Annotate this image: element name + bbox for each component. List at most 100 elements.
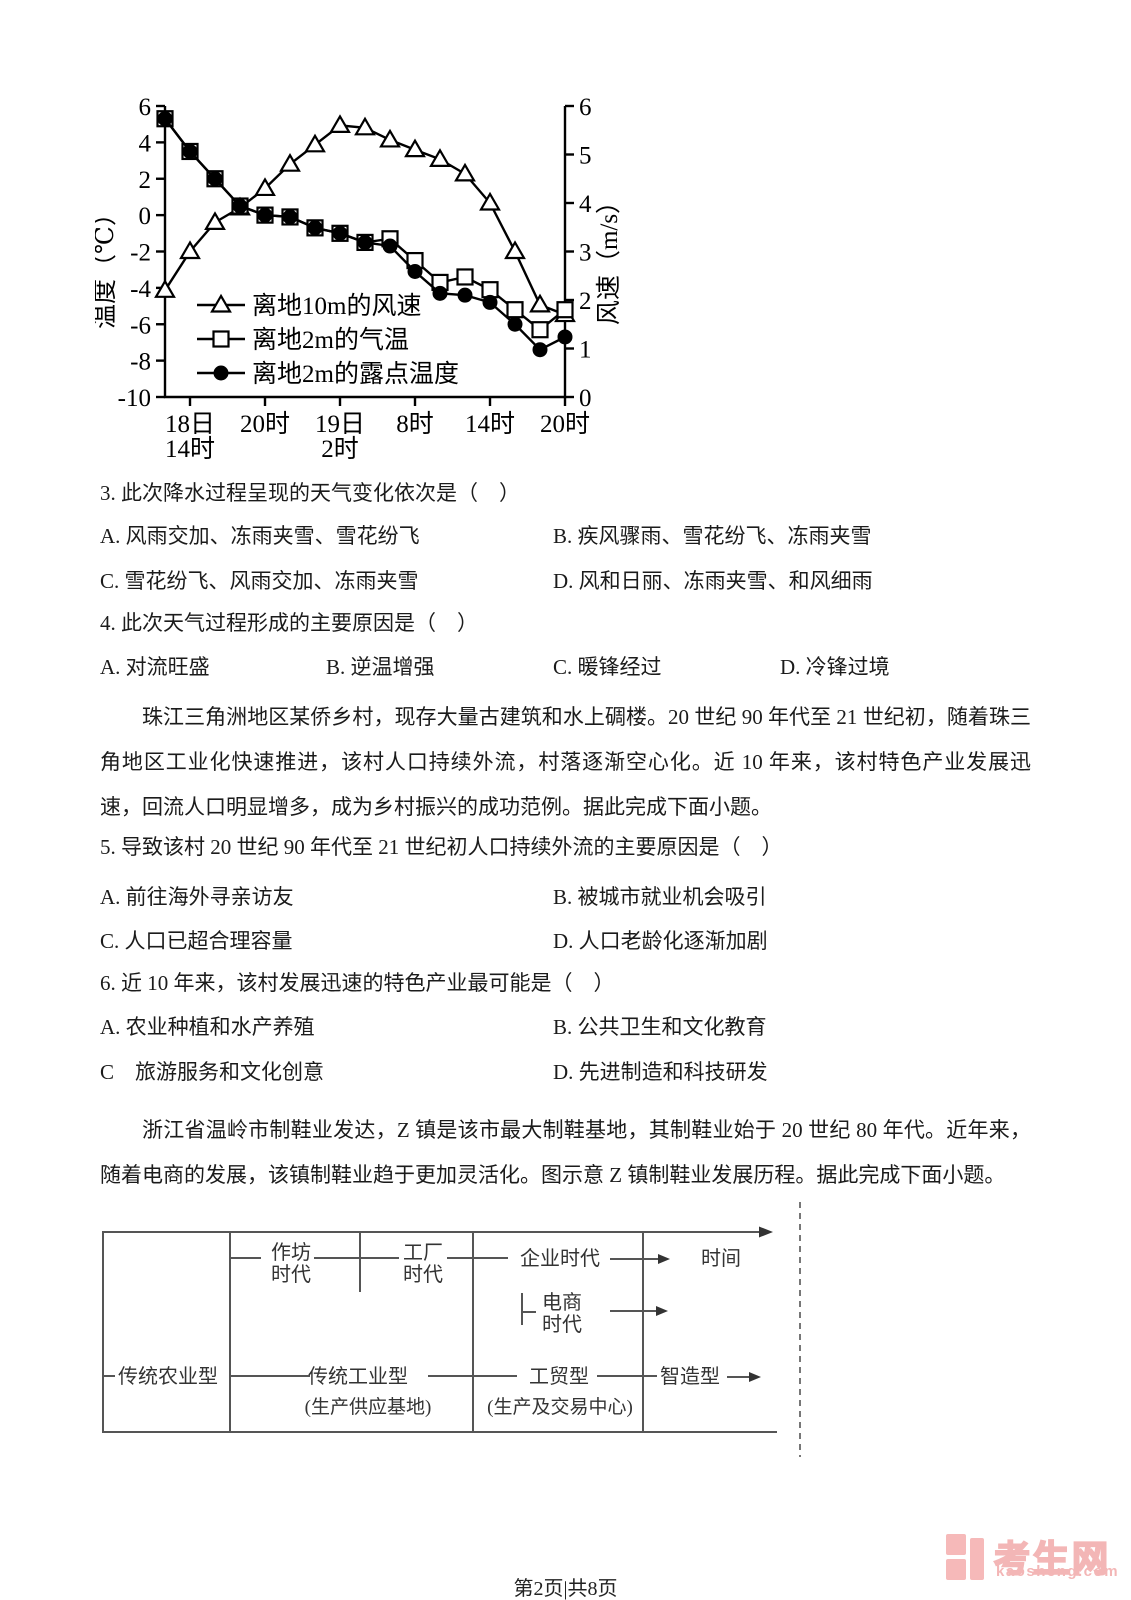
- question-6-options-row-1: A. 农业种植和水产养殖 B. 公共卫生和文化教育: [100, 1014, 1060, 1041]
- stage-traditional-industry-sub: (生产供应基地): [305, 1396, 432, 1418]
- time-label: 时间: [701, 1247, 741, 1270]
- question-3-options-row-2: C. 雪花纷飞、风雨交加、冻雨夹雪 D. 风和日丽、冻雨夹雪、和风细雨: [100, 568, 1060, 595]
- circle-marker-icon: [213, 365, 229, 381]
- triangle-marker-icon: [204, 211, 226, 230]
- option-3a: A. 风雨交加、冻雨夹雪、雪花纷飞: [100, 524, 420, 548]
- era-factory-line2: 时代: [403, 1263, 443, 1286]
- right-tick-label: 4: [579, 191, 592, 218]
- left-tick-label: 0: [139, 203, 152, 230]
- right-tick-label: 6: [579, 94, 592, 121]
- question-4-stem: 4. 此次天气过程形成的主要原因是（ ）: [100, 611, 478, 635]
- circle-marker-icon: [357, 234, 373, 250]
- stage-traditional-agriculture: 传统农业型: [118, 1365, 218, 1388]
- watermark-domain: kaosheng.com: [996, 1563, 1120, 1580]
- circle-marker-icon: [457, 287, 473, 303]
- triangle-marker-icon: [479, 191, 501, 211]
- triangle-marker-icon: [454, 162, 476, 182]
- circle-marker-icon: [432, 285, 448, 301]
- option-5d: D. 人口老龄化逐渐加剧: [553, 929, 768, 953]
- x-tick-label: 14时: [465, 410, 515, 438]
- triangle-marker-icon: [354, 116, 376, 136]
- timeline-arrow-icon: [759, 1226, 773, 1238]
- option-4b: B. 逆温增强: [326, 655, 435, 679]
- x-tick-label: 20时: [240, 410, 290, 438]
- circle-marker-icon: [182, 143, 198, 159]
- right-tick-label: 2: [579, 288, 592, 315]
- left-tick-label: -4: [130, 276, 151, 303]
- option-5a: A. 前往海外寻亲访友: [100, 885, 294, 909]
- option-6a: A. 农业种植和水产养殖: [100, 1015, 315, 1039]
- era-ecommerce-line1: 电商: [542, 1291, 582, 1314]
- triangle-marker-icon: [504, 240, 526, 260]
- question-6-options-row-2: C 旅游服务和文化创意 D. 先进制造和科技研发: [100, 1059, 1060, 1086]
- square-marker-icon: [212, 330, 230, 348]
- left-tick-label: -10: [118, 385, 151, 412]
- triangle-marker-icon: [429, 148, 451, 167]
- circle-marker-icon: [557, 329, 573, 345]
- circle-marker-icon: [282, 209, 298, 225]
- right-tick-label: 5: [579, 143, 592, 170]
- option-6c: C 旅游服务和文化创意: [100, 1060, 325, 1084]
- option-3d: D. 风和日丽、冻雨夹雪、和风细雨: [553, 569, 873, 593]
- left-axis-title: 温度（℃）: [95, 201, 119, 329]
- option-4c: C. 暖锋经过: [553, 655, 662, 679]
- right-tick-label: 1: [579, 337, 592, 364]
- era-workshop-line2: 时代: [271, 1263, 311, 1286]
- left-tick-label: 4: [139, 130, 152, 157]
- question-5-options-row-2: C. 人口已超合理容量 D. 人口老龄化逐渐加剧: [100, 928, 1060, 955]
- right-tick-label: 0: [579, 385, 592, 412]
- square-marker-icon: [506, 301, 524, 319]
- circle-marker-icon: [407, 264, 423, 280]
- option-3c: C. 雪花纷飞、风雨交加、冻雨夹雪: [100, 569, 419, 593]
- triangle-marker-icon: [304, 133, 326, 153]
- triangle-marker-icon: [379, 128, 401, 148]
- triangle-marker-icon: [279, 153, 301, 172]
- circle-marker-icon: [332, 225, 348, 241]
- enterprise-arrow-icon: [658, 1254, 670, 1264]
- kaosheng-logo-icon: [946, 1534, 986, 1582]
- option-6d: D. 先进制造和科技研发: [553, 1060, 768, 1084]
- left-tick-label: -8: [130, 349, 151, 376]
- triangle-marker-icon: [210, 293, 232, 313]
- triangle-marker-icon: [529, 293, 551, 313]
- smart-arrow-icon: [749, 1372, 761, 1382]
- page-number: 第2页|共8页: [513, 1578, 618, 1600]
- circle-marker-icon: [157, 111, 173, 127]
- legend-label: 离地10m的风速: [252, 292, 421, 320]
- triangle-marker-icon: [254, 177, 276, 197]
- square-marker-icon: [456, 268, 474, 286]
- passage-wenling-shoes: 浙江省温岭市制鞋业发达，Z 镇是该市最大制鞋基地，其制鞋业始于 20 世纪 80…: [100, 1118, 1031, 1187]
- triangle-marker-icon: [404, 138, 426, 158]
- left-tick-label: -2: [130, 240, 151, 267]
- legend-label: 离地2m的露点温度: [252, 360, 459, 388]
- stage-industry-trade-sub: (生产及交易中心): [487, 1396, 633, 1418]
- option-5b: B. 被城市就业机会吸引: [553, 885, 767, 909]
- era-ecommerce-line2: 时代: [542, 1313, 582, 1336]
- ecommerce-arrow-icon: [656, 1306, 668, 1316]
- option-5c: C. 人口已超合理容量: [100, 929, 293, 953]
- option-6b: B. 公共卫生和文化教育: [553, 1015, 767, 1039]
- circle-marker-icon: [207, 171, 223, 187]
- triangle-marker-icon: [329, 114, 351, 134]
- series-line: [163, 124, 566, 316]
- circle-marker-icon: [257, 207, 273, 223]
- circle-marker-icon: [482, 294, 498, 310]
- x-tick-label: 20时: [540, 410, 590, 438]
- x-tick-label: 2时: [321, 435, 359, 463]
- stage-smart-manufacturing: 智造型: [660, 1365, 720, 1388]
- question-5-options-row-1: A. 前往海外寻亲访友 B. 被城市就业机会吸引: [100, 884, 1060, 911]
- question-4-options-row: A. 对流旺盛 B. 逆温增强 C. 暖锋经过 D. 冷锋过境: [100, 654, 1060, 681]
- legend-label: 离地2m的气温: [252, 326, 409, 354]
- right-tick-label: 3: [579, 240, 592, 267]
- shoe-industry-diagram: 作坊 时代 工厂 时代 企业时代 时间 电商 时代 传统农业型 传统工业型 (生…: [102, 1202, 801, 1457]
- x-tick-label: 14时: [165, 435, 215, 463]
- circle-marker-icon: [532, 342, 548, 358]
- question-5-stem: 5. 导致该村 20 世纪 90 年代至 21 世纪初人口持续外流的主要原因是（…: [100, 835, 783, 859]
- option-3b: B. 疾风骤雨、雪花纷飞、冻雨夹雪: [553, 524, 872, 548]
- stage-traditional-industry: 传统工业型: [308, 1365, 408, 1388]
- question-3-options-row-1: A. 风雨交加、冻雨夹雪、雪花纷飞 B. 疾风骤雨、雪花纷飞、冻雨夹雪: [100, 523, 1060, 550]
- circle-marker-icon: [507, 316, 523, 332]
- stage-industry-trade: 工贸型: [529, 1365, 589, 1388]
- circle-marker-icon: [232, 198, 248, 214]
